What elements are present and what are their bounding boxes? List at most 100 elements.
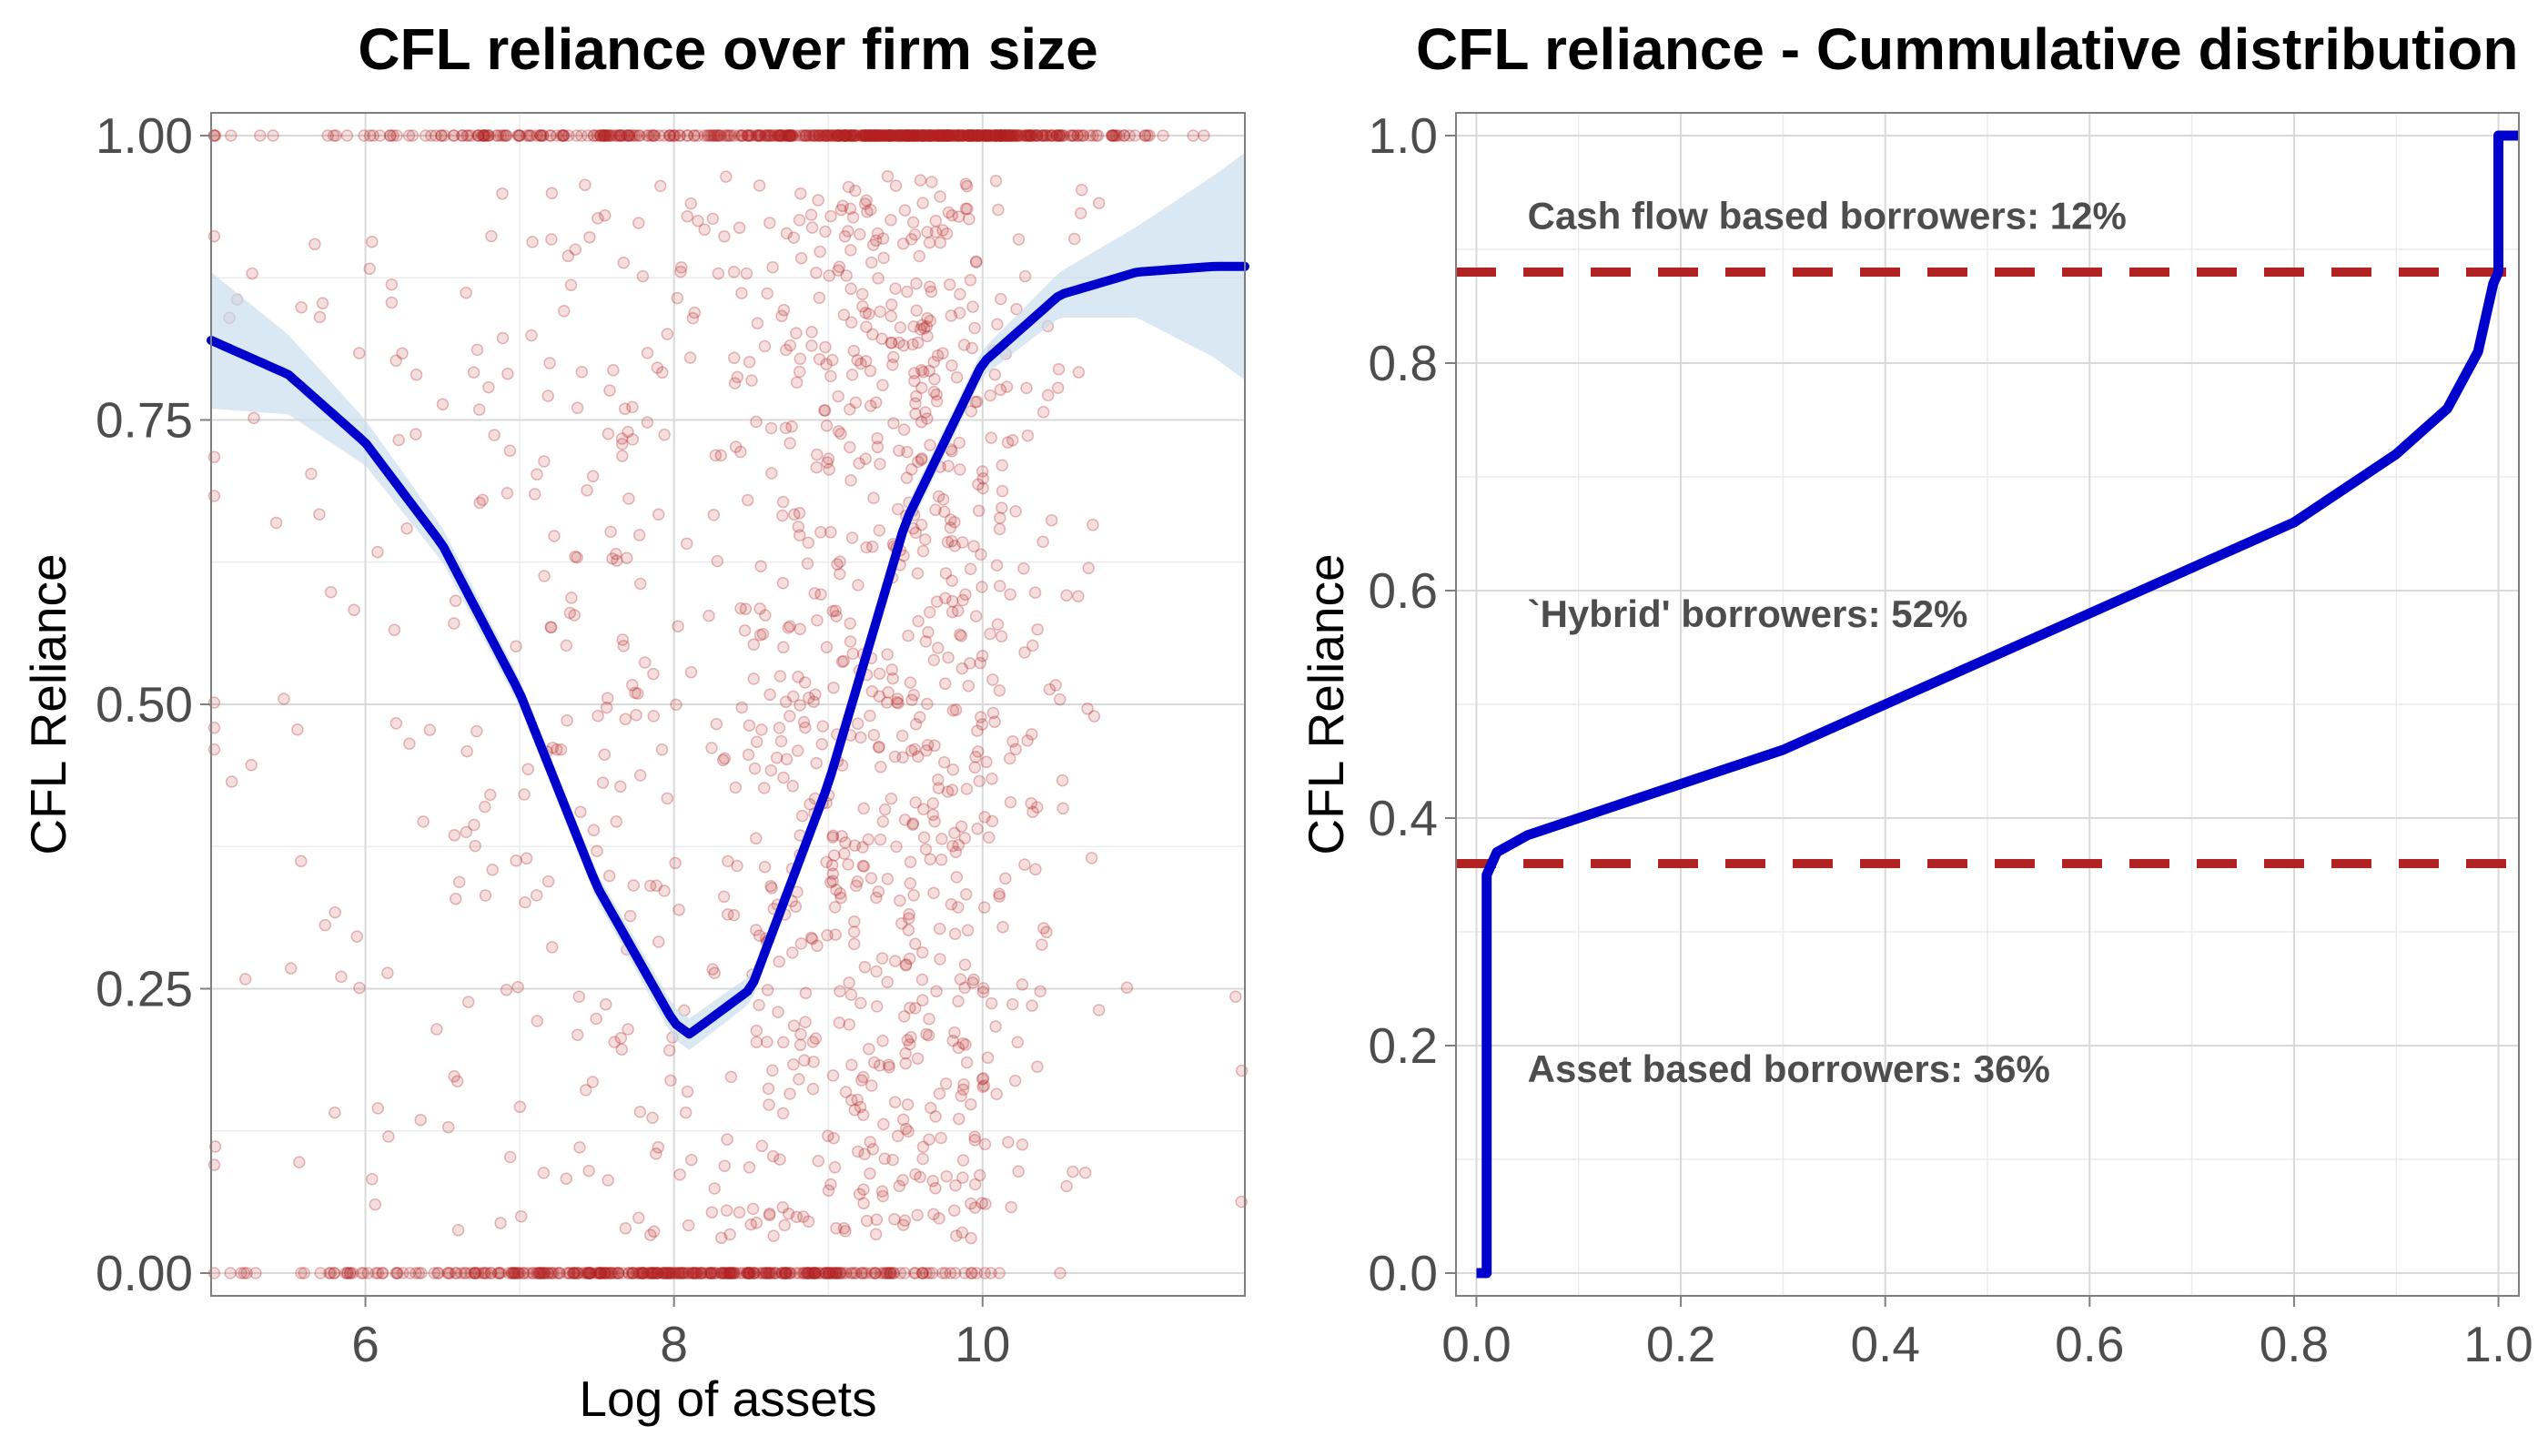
data-point — [964, 129, 977, 142]
data-point — [763, 217, 776, 229]
data-point — [985, 129, 998, 142]
data-point — [1028, 586, 1042, 599]
data-point — [753, 129, 766, 142]
left-y-tick-label: 1.00 — [96, 107, 193, 164]
data-point — [978, 1138, 992, 1151]
data-point — [938, 129, 952, 142]
data-point — [849, 396, 863, 410]
data-point — [634, 577, 647, 591]
data-point — [847, 129, 861, 142]
data-point — [571, 1267, 584, 1279]
data-point — [809, 1267, 822, 1279]
data-point — [598, 1267, 612, 1279]
data-point — [865, 129, 878, 142]
data-point — [887, 350, 900, 364]
data-point — [906, 818, 919, 831]
data-point — [661, 1267, 674, 1279]
data-point — [500, 129, 513, 142]
data-point — [750, 1036, 763, 1048]
data-point — [720, 1267, 733, 1279]
data-point — [793, 214, 806, 227]
data-point — [1067, 1165, 1079, 1178]
data-point — [777, 1036, 790, 1049]
data-point — [1106, 129, 1119, 142]
data-point — [765, 467, 778, 480]
data-point — [626, 400, 639, 414]
data-point — [531, 1015, 544, 1027]
data-point — [939, 567, 953, 580]
data-point — [561, 1267, 573, 1279]
data-point — [512, 1267, 525, 1279]
data-point — [522, 129, 536, 142]
data-point — [248, 411, 260, 425]
data-point — [617, 640, 631, 652]
data-point — [801, 1267, 814, 1279]
data-point — [947, 129, 961, 142]
data-point — [371, 1267, 385, 1279]
data-point — [511, 980, 524, 994]
data-point — [569, 1267, 581, 1279]
data-point — [830, 1267, 843, 1279]
data-point — [782, 622, 795, 634]
data-point — [448, 129, 460, 142]
data-point — [461, 129, 475, 142]
data-point — [383, 129, 397, 142]
data-point — [994, 129, 1007, 142]
right-x-tick-label: 0.8 — [2260, 1316, 2329, 1372]
data-point — [980, 755, 993, 769]
data-point — [974, 129, 986, 142]
data-point — [869, 129, 883, 142]
data-point — [876, 129, 890, 142]
data-point — [1008, 1074, 1022, 1087]
data-point — [844, 316, 858, 329]
data-point — [827, 1131, 840, 1145]
data-point — [803, 692, 815, 704]
data-point — [503, 1150, 517, 1164]
data-point — [1006, 735, 1019, 748]
data-point — [733, 221, 746, 235]
data-point — [992, 203, 1005, 217]
data-point — [911, 455, 925, 469]
data-point — [632, 529, 646, 541]
data-point — [808, 1267, 821, 1279]
data-point — [707, 1267, 721, 1279]
data-point — [891, 1129, 905, 1143]
data-point — [625, 129, 639, 142]
data-point — [952, 210, 966, 223]
data-point — [920, 744, 933, 757]
data-point — [425, 129, 438, 142]
data-point — [652, 935, 665, 948]
data-point — [526, 236, 539, 248]
data-point — [948, 1026, 961, 1039]
data-point — [976, 465, 989, 478]
data-point — [852, 1145, 864, 1158]
data-point — [647, 1267, 660, 1279]
data-point — [708, 966, 721, 979]
data-point — [959, 1038, 972, 1051]
data-point — [870, 129, 884, 142]
data-point — [932, 490, 945, 503]
data-point — [944, 129, 957, 142]
data-point — [1018, 129, 1032, 142]
data-point — [1067, 129, 1080, 142]
data-point — [905, 744, 918, 757]
data-point — [382, 1130, 395, 1143]
data-point — [944, 521, 957, 534]
data-point — [355, 1267, 369, 1279]
data-point — [845, 369, 859, 381]
data-point — [293, 1156, 306, 1168]
data-point — [451, 1224, 465, 1237]
data-point — [900, 129, 913, 142]
data-point — [615, 1043, 629, 1056]
data-point — [793, 529, 806, 541]
data-point — [565, 592, 578, 604]
data-point — [794, 937, 808, 950]
data-point — [775, 309, 788, 323]
data-point — [642, 129, 655, 142]
data-point — [346, 1267, 359, 1279]
data-point — [1040, 925, 1053, 939]
data-point — [932, 129, 945, 142]
data-point — [650, 1148, 662, 1160]
data-point — [873, 690, 886, 703]
data-point — [539, 1267, 552, 1279]
